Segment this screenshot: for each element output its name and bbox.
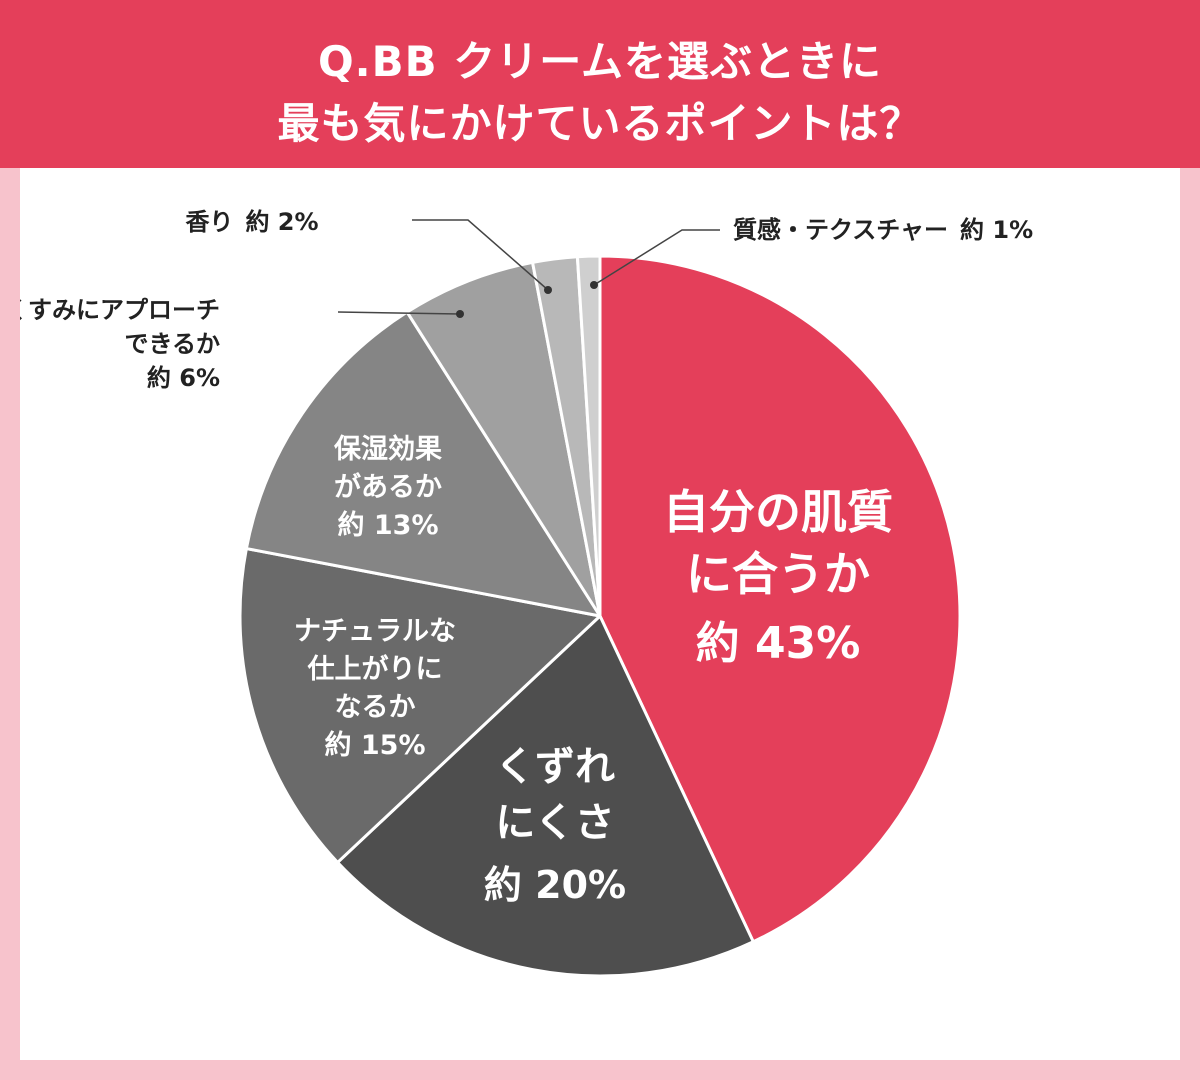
slice-label-line: 仕上がりに [307, 653, 443, 685]
leader-dot-6 [544, 286, 552, 294]
pie-slice-1 [598, 254, 962, 944]
slice-label-line: ナチュラルな [294, 616, 456, 647]
slice-value-label: 約 6% [147, 364, 220, 392]
pie-slice-2 [336, 614, 755, 978]
slice-label-7: 質感・テクスチャー約 1% [733, 216, 1033, 244]
leader-line-5 [337, 311, 461, 315]
chart-panel: 自分の肌質 に合うか約 43% くずれ にくさ約 20% ナチュラルな 仕上がりに なるか約… [20, 168, 1180, 1060]
slice-label-6: 香り約 2% [185, 208, 318, 236]
pie-slice-5 [405, 260, 602, 618]
slice-label-text: 質感・テクスチャー約 1% [733, 216, 1033, 244]
leader-dot-5 [456, 310, 464, 318]
slice-label-line: 自分の肌質 [663, 485, 893, 539]
slice-label-line: できるか [124, 330, 220, 358]
slice-value-label: 約 13% [337, 509, 438, 541]
pie-slice-3 [238, 547, 602, 864]
leader-dot-7 [590, 281, 598, 289]
leader-line-6 [412, 219, 549, 291]
slice-label-text: 香り約 2% [185, 208, 318, 236]
slice-value-label: 約 20% [484, 863, 626, 907]
title-banner: Q.BB クリームを選ぶときに 最も気にかけているポイントは？ [0, 0, 1200, 168]
pie-slice-7 [575, 254, 602, 618]
chart-title-line-2: 最も気にかけているポイントは？ [277, 99, 923, 148]
slice-label-line: 保湿効果 [333, 433, 442, 465]
chart-title-line-1: Q.BB クリームを選ぶときに [317, 37, 883, 86]
slice-label-line: に合うか [686, 547, 870, 601]
slice-label-line: くすみにアプローチ [20, 296, 220, 324]
slice-label-line: にくさ [495, 800, 614, 846]
slice-value-label: 約 43% [696, 618, 861, 669]
slice-label-line: くずれ [495, 744, 615, 790]
leader-line-7 [593, 229, 720, 286]
slice-label-line: があるか [334, 471, 442, 503]
slice-label-line: なるか [335, 692, 416, 723]
slice-value-label: 約 15% [324, 729, 425, 761]
pie-slice-4 [244, 310, 602, 618]
